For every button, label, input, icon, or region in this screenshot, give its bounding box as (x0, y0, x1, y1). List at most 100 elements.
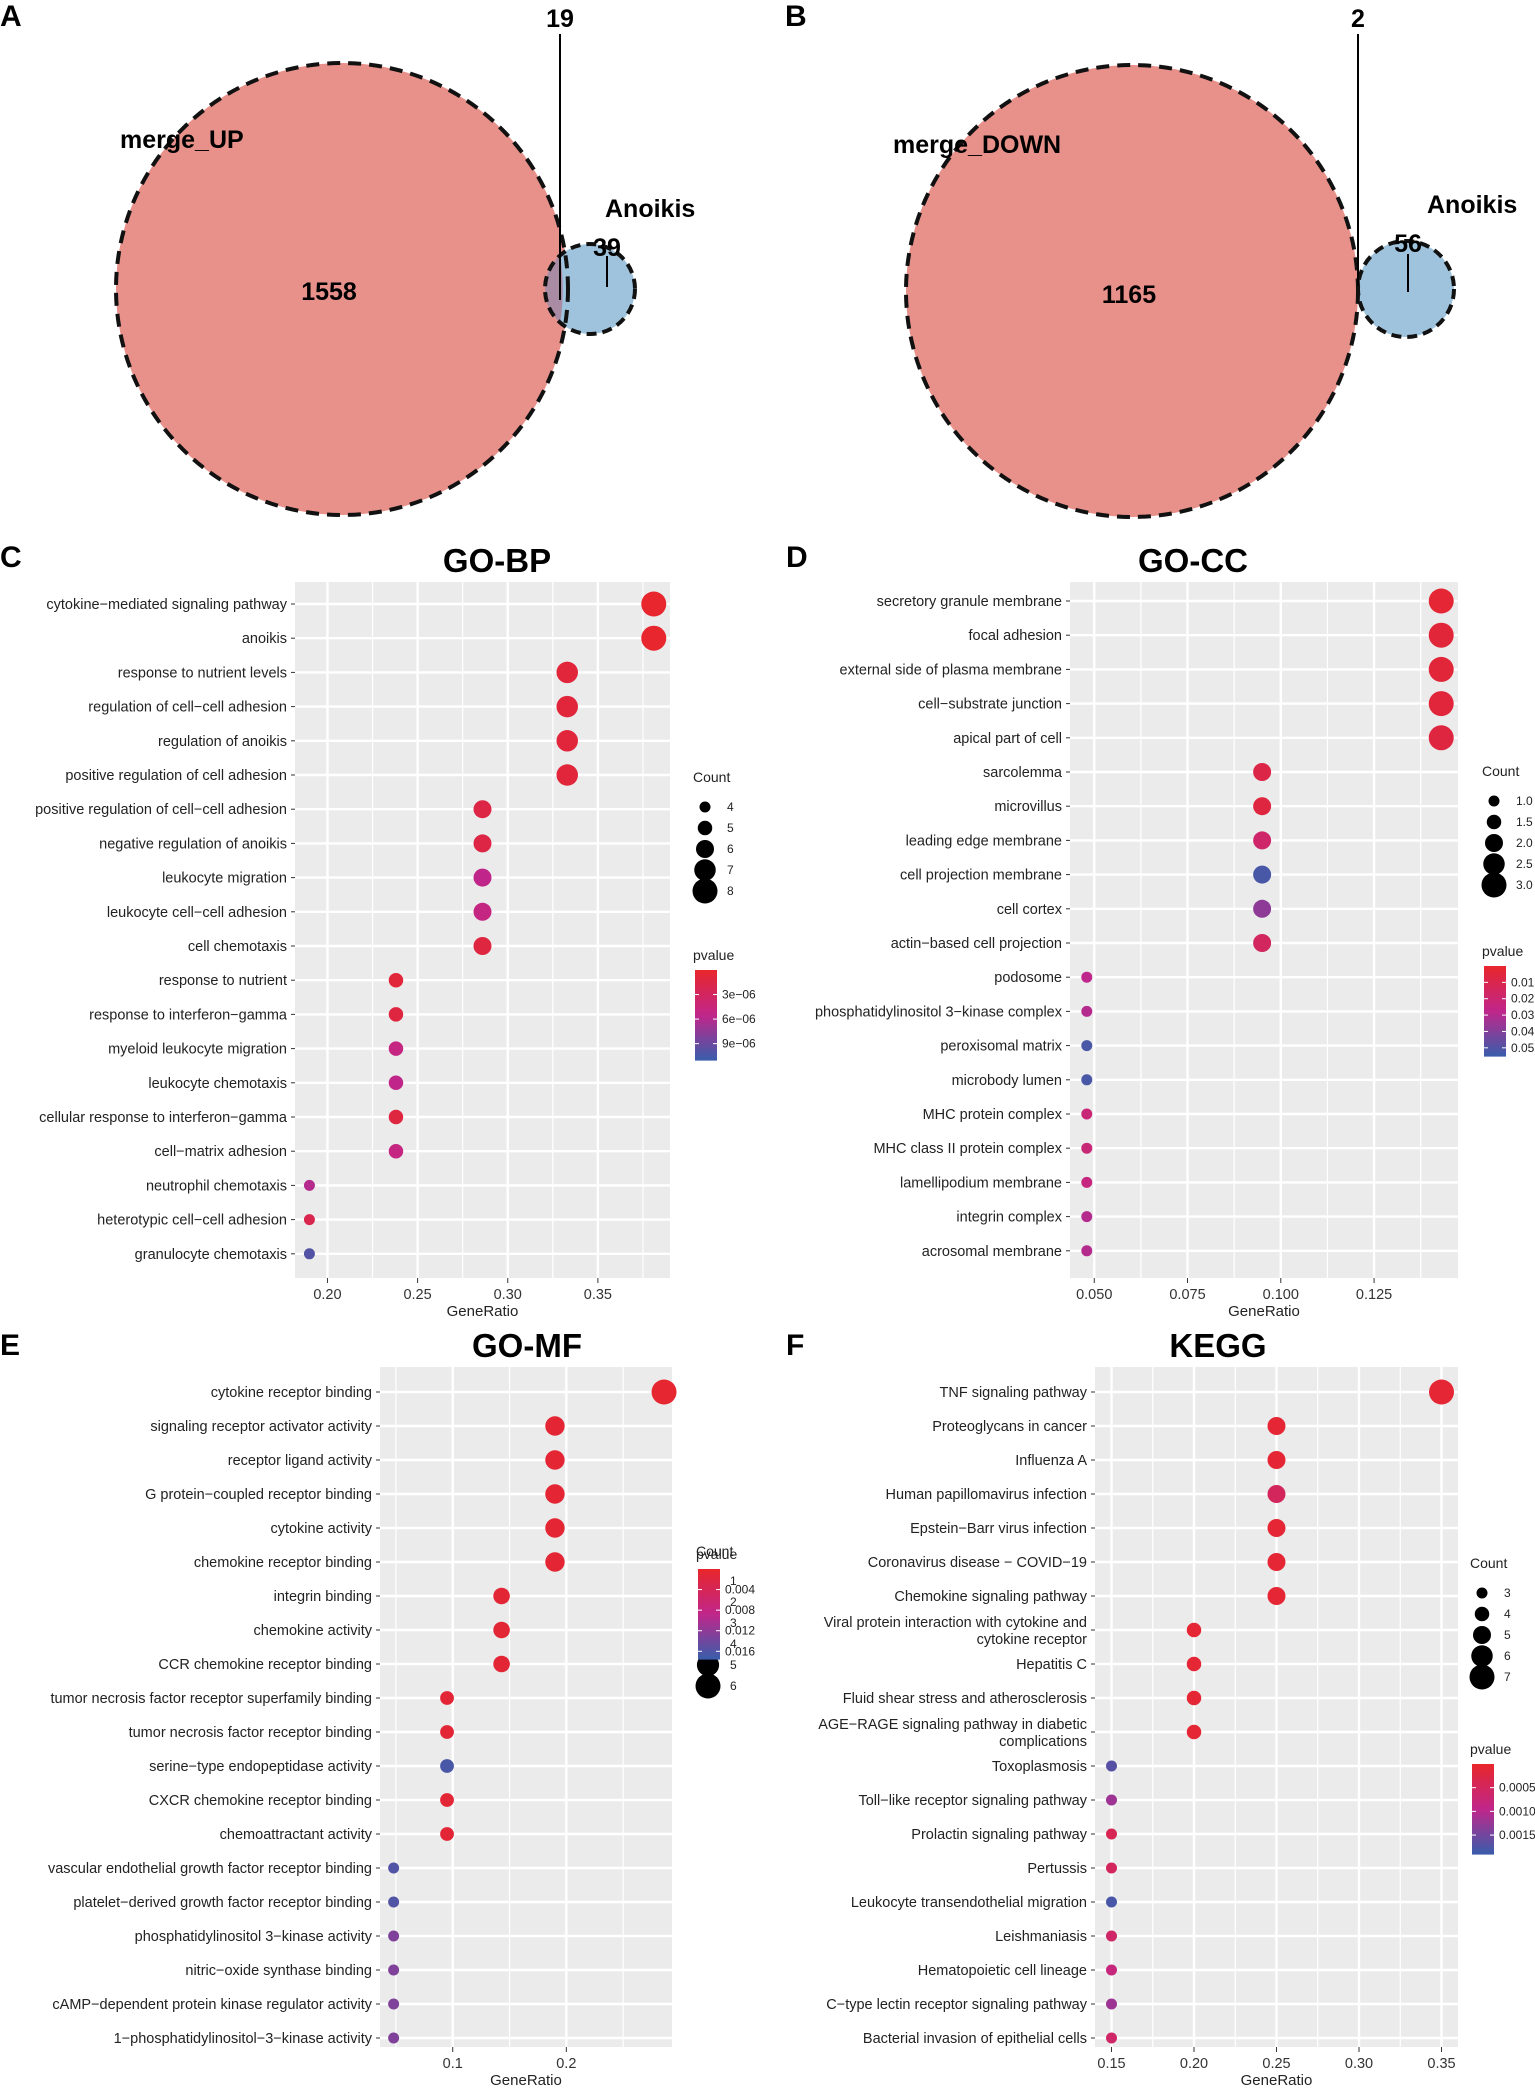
x-axis-title: GeneRatio (490, 2072, 562, 2089)
dotplot-kegg: F KEGG TNF signaling pathway Proteoglycans … (786, 1327, 1535, 2089)
legend-count-label: 3.0 (1516, 878, 1533, 892)
legend-count-label: 5 (727, 821, 734, 835)
data-point (1267, 1485, 1286, 1503)
legend-count-label: 1.5 (1516, 815, 1533, 829)
term-label: Toll−like receptor signaling pathway (858, 1793, 1087, 1809)
legend-pvalue-swatch (698, 1581, 720, 1585)
data-point (388, 1930, 400, 1942)
legend-pvalue-swatch (698, 1635, 720, 1639)
data-point (1186, 1724, 1202, 1740)
data-point (388, 1896, 400, 1908)
legend-count-label: 3 (730, 1616, 737, 1630)
venn-a-right-outline (543, 242, 637, 336)
legend-pvalue-label: 0.0010 (1499, 1804, 1535, 1818)
dotplot-go-mf: E GO-MF cytokine receptor binding signaling… (0, 1327, 755, 2089)
legend-pvalue-swatch (695, 973, 717, 977)
legend-pvalue-swatch (1484, 999, 1506, 1003)
venn-b-right-circle (1358, 241, 1454, 337)
legend-pvalue-swatch (698, 1602, 720, 1606)
legend-count-dot (1485, 834, 1503, 852)
panel-letter: D (786, 541, 808, 574)
legend-pvalue-swatch (695, 1048, 717, 1052)
term-label: cell chemotaxis (188, 939, 287, 955)
data-point (1081, 1176, 1093, 1188)
data-point (545, 1484, 565, 1504)
legend-count-dot (1473, 1626, 1491, 1644)
legend-count-label: 4 (727, 800, 734, 814)
data-point (388, 1041, 404, 1056)
legend-pvalue-swatch (1472, 1809, 1494, 1813)
legend-pvalue-swatch (695, 979, 717, 983)
panel-letter-b: B (785, 0, 807, 33)
data-point (1106, 1828, 1117, 1840)
legend-pvalue-swatch (1484, 1020, 1506, 1024)
term-label: response to interferon−gamma (89, 1007, 288, 1023)
legend-count-dot (694, 859, 716, 881)
legend-pvalue-swatch (1472, 1806, 1494, 1810)
data-point (388, 1964, 400, 1976)
data-point (1253, 831, 1272, 850)
data-point (1106, 1896, 1117, 1908)
legend-pvalue-swatch (1484, 1017, 1506, 1021)
term-label: phosphatidylinositol 3−kinase activity (135, 1929, 373, 1945)
data-point (388, 2032, 400, 2044)
term-label: CCR chemokine receptor binding (158, 1657, 372, 1673)
x-tick-label: 0.25 (403, 1287, 431, 1303)
data-point (440, 1725, 454, 1739)
x-axis-title: GeneRatio (447, 1303, 519, 1320)
legend-pvalue-swatch (1472, 1779, 1494, 1783)
legend-pvalue-swatch (695, 1045, 717, 1049)
legend-pvalue-swatch (695, 1000, 717, 1004)
legend-pvalue-swatch (695, 1027, 717, 1031)
term-label: Fluid shear stress and atherosclerosis (843, 1691, 1087, 1707)
legend-pvalue-swatch (698, 1569, 720, 1573)
x-axis-title: GeneRatio (1241, 2072, 1313, 2089)
legend-pvalue-swatch (698, 1605, 720, 1609)
venn-b: B 2 merge_DOWN Anoikis 1165 56 (785, 0, 1517, 519)
legend-pvalue-swatch (698, 1578, 720, 1582)
data-point (1081, 1005, 1093, 1017)
data-point (440, 1759, 454, 1773)
term-label: peroxisomal matrix (940, 1039, 1062, 1055)
legend-count-dot (1469, 1664, 1495, 1690)
data-point (1081, 1040, 1093, 1052)
venn-a: A 19 merge_UP Anoikis 1558 39 (0, 0, 695, 517)
data-point (556, 661, 578, 684)
legend-pvalue-swatch (1484, 966, 1506, 970)
term-label: microvillus (994, 799, 1062, 815)
legend-pvalue-swatch (1484, 1050, 1506, 1054)
legend-pvalue-label: 0.016 (725, 1644, 755, 1658)
venn-a-overlap (545, 255, 563, 323)
term-label: C−type lectin receptor signaling pathway (826, 1997, 1087, 2013)
legend-count-title: Count (1470, 1555, 1507, 1571)
legend-pvalue-swatch (695, 1006, 717, 1010)
legend-pvalue-swatch (1472, 1812, 1494, 1816)
legend-pvalue-swatch (1484, 981, 1506, 985)
term-label: cell projection membrane (900, 868, 1062, 884)
term-label: podosome (994, 970, 1062, 986)
legend-pvalue-label: 0.01 (1511, 975, 1535, 989)
data-point (473, 834, 492, 853)
term-label: response to nutrient levels (118, 665, 287, 681)
data-point (440, 1793, 454, 1807)
data-point (388, 1075, 404, 1091)
legend-pvalue-swatch (1472, 1845, 1494, 1849)
term-label: leukocyte chemotaxis (148, 1076, 287, 1092)
term-label: AGE−RAGE signaling pathway in diabetic co… (818, 1717, 1087, 1750)
legend-pvalue-swatch (695, 982, 717, 986)
data-point (1186, 1656, 1202, 1672)
legend-pvalue-swatch (698, 1575, 720, 1579)
venn-b-right-outline (1356, 239, 1456, 339)
legend-pvalue-label: 0.02 (1511, 992, 1535, 1006)
legend-pvalue-swatch (695, 970, 717, 974)
x-tick-label: 0.20 (313, 1287, 341, 1303)
legend-pvalue-swatch (695, 988, 717, 992)
legend-count-label: 7 (727, 863, 734, 877)
x-tick-label: 0.2 (556, 2056, 576, 2072)
x-tick-label: 0.15 (1097, 2056, 1125, 2072)
data-point (1106, 1862, 1117, 1874)
legend-pvalue-swatch (698, 1620, 720, 1624)
legend-pvalue-swatch (695, 1021, 717, 1025)
data-point (1267, 1519, 1286, 1537)
plot-title: GO-MF (472, 1327, 582, 1364)
